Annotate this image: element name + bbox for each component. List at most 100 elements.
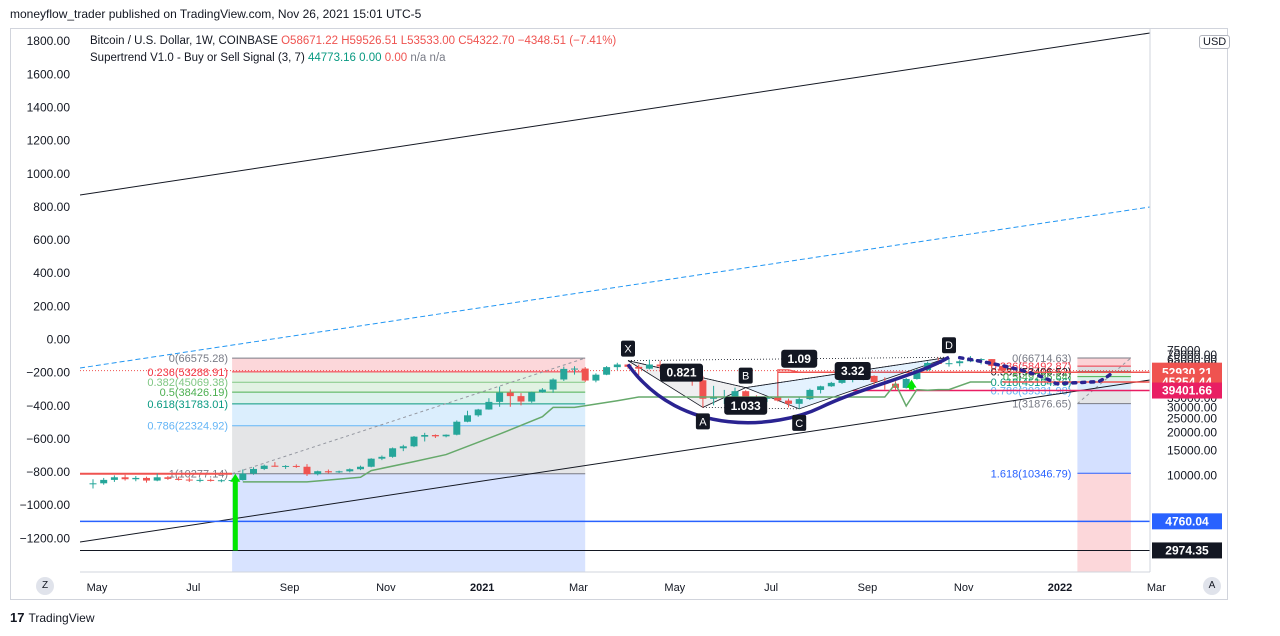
brand-name: TradingView (28, 610, 95, 625)
right-axis-tick-label: 15000.00 (1167, 443, 1217, 457)
left-axis-tick-label: 1400.00 (27, 101, 71, 115)
legend-change: −4348.51 (−7.41%) (517, 35, 617, 47)
candle-body (314, 471, 322, 475)
candle (153, 473, 161, 482)
candle-body (795, 399, 803, 404)
candle-body (153, 477, 161, 481)
candle-body (464, 415, 471, 422)
candle-body (389, 448, 397, 457)
channel-upper-line (80, 32, 1150, 196)
candle (538, 388, 546, 393)
candle-body (999, 365, 1006, 371)
candle-body (613, 364, 621, 368)
right-axis-tick-label: 10000.00 (1167, 468, 1217, 482)
buy-signal-arrow (232, 479, 238, 551)
fib-right-level-label: 0.5(49295.64) (1003, 372, 1072, 384)
candle-body (870, 375, 878, 383)
time-axis-tick-label: May (664, 582, 685, 594)
fib-left-zone (232, 425, 586, 474)
candle-body (89, 483, 97, 485)
fib-right-zone-ext (1077, 473, 1131, 572)
candle (431, 434, 439, 438)
candle-body (185, 479, 193, 481)
harmonic-point-badge (621, 340, 635, 357)
fib-left-trend (231, 357, 586, 475)
candle (817, 385, 825, 394)
projected-path (957, 355, 1115, 386)
candle-body (763, 397, 771, 399)
price-chart[interactable]: 0(66575.28) 0.236(53288.91)0.382(45069.38… (0, 0, 1280, 600)
chart-frame[interactable] (10, 28, 1228, 600)
fib-right-zone (1077, 371, 1131, 377)
candle-body (442, 434, 450, 437)
time-axis-tick-label: Jul (764, 582, 778, 594)
candle (324, 469, 332, 474)
candle-body (645, 364, 653, 369)
time-axis-tick-label: May (87, 582, 108, 594)
buy-signal-arrow-head (906, 379, 917, 388)
auto-scale-button[interactable]: A (1203, 577, 1221, 595)
price-tag-bg (1152, 382, 1222, 399)
time-axis-tick-label: Sep (858, 582, 878, 594)
harmonic-ratio-badge (660, 363, 703, 382)
harmonic-point-label: D (945, 340, 953, 352)
candle (710, 385, 718, 406)
candle (335, 470, 343, 473)
candle (442, 434, 450, 438)
candle-body (506, 392, 514, 397)
left-axis-tick-label: −1000.00 (20, 498, 71, 512)
candle (89, 479, 97, 489)
candle (613, 362, 621, 371)
left-axis-tick-label: −200.00 (26, 366, 70, 380)
candle (292, 464, 300, 468)
candle-body (571, 368, 578, 370)
candle (389, 447, 397, 458)
candle (528, 391, 536, 403)
time-axis-tick-label: Nov (954, 582, 974, 594)
candle-body (560, 368, 568, 380)
candle (592, 373, 600, 383)
harmonic-ratio-badge (834, 362, 871, 381)
candle (485, 398, 493, 410)
candle (378, 455, 386, 461)
candle-body (143, 477, 150, 481)
candle-body (378, 456, 386, 459)
candle-body (250, 468, 257, 474)
harmonic-ratio-badge (781, 349, 818, 368)
candle-body (410, 436, 418, 447)
candle-body (335, 471, 343, 473)
left-axis-tick-label: 600.00 (33, 233, 70, 247)
candle (795, 397, 803, 409)
indicator-name[interactable]: Supertrend V1.0 - Buy or Sell Signal (3,… (90, 52, 305, 64)
left-axis-tick-label: 0.00 (47, 333, 71, 347)
candle-body (496, 392, 504, 402)
candle-body (838, 379, 846, 383)
candle-body (988, 359, 996, 366)
candle-body (132, 477, 140, 480)
candle (988, 359, 996, 370)
fib-left-zone (232, 392, 586, 404)
indicator-legend: Supertrend V1.0 - Buy or Sell Signal (3,… (90, 52, 446, 64)
candle (185, 477, 193, 482)
price-tag: 2974.35 (1152, 542, 1222, 559)
candle-body (956, 361, 964, 364)
legend-high: H59526.51 (341, 35, 398, 47)
time-axis-tick-label: Mar (569, 582, 588, 594)
time-axis-tick-label: Jul (186, 582, 200, 594)
candle-body (357, 466, 364, 470)
candle (838, 379, 846, 384)
candle-body (207, 479, 215, 481)
fib-right-zone (1077, 403, 1131, 474)
candle (207, 478, 215, 482)
right-axis-tick-label: 25000.00 (1167, 412, 1217, 426)
candle (635, 364, 643, 376)
zoom-reset-button[interactable]: Z (36, 577, 54, 595)
candle-body (528, 392, 536, 402)
harmonic-ratio-line (627, 356, 950, 362)
candle-body (121, 477, 129, 480)
harmonic-point-label: C (795, 418, 803, 430)
candle-body (549, 379, 557, 390)
price-tag: 4760.04 (1152, 513, 1222, 530)
candle (250, 467, 257, 475)
currency-badge[interactable]: USD (1199, 35, 1231, 49)
